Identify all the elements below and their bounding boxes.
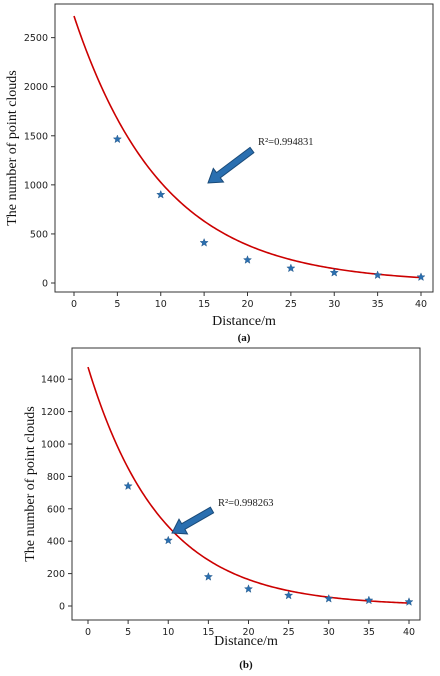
data-point [404,597,414,606]
x-axis-label: Distance/m [212,314,276,329]
data-point [242,255,253,264]
y-tick-label: 600 [47,504,65,515]
x-tick-label: 25 [283,627,295,638]
x-tick-label: 20 [241,299,253,310]
x-tick-label: 40 [403,627,415,638]
data-point [199,238,209,247]
data-point [112,134,122,144]
data-point [286,263,296,273]
chart-panel-a: 0 5 10 15 20 25 30 35 40 0 500 1000 1500 2000 2500 R²=0… [5,3,434,344]
fit-curve [73,15,422,279]
x-tick-label: 25 [285,299,297,310]
x-tick-label: 35 [363,627,375,638]
data-point [324,593,334,603]
y-tick-label: 200 [47,569,65,580]
annotation-arrow [171,506,215,535]
plot-frame [54,3,434,293]
r-squared-annotation: R²=0.994831 [258,137,313,148]
data-point [364,595,374,605]
x-tick-label: 0 [71,299,77,310]
y-tick-label: 2500 [24,33,48,44]
annotation-arrow [207,146,255,184]
x-tick-label: 0 [85,627,91,638]
y-tick-label: 1500 [24,131,48,142]
data-point [416,272,426,281]
x-tick-label: 10 [162,627,174,638]
x-tick-label: 35 [372,299,384,310]
x-tick-label: 30 [328,299,340,310]
y-tick-label: 1400 [41,375,65,386]
x-tick-label: 5 [125,627,131,638]
x-tick-label: 5 [114,299,120,310]
data-point [163,535,173,545]
data-point [123,481,133,490]
plot-frame [71,347,421,621]
x-tick-label: 15 [198,299,210,310]
data-point [373,270,383,280]
y-tick-label: 500 [30,229,48,240]
x-tick-label: 20 [242,627,254,638]
data-point [203,572,213,581]
y-tick-label: 1000 [24,180,48,191]
y-axis-label: The number of point clouds [5,70,20,226]
data-point [243,584,254,593]
r-squared-annotation: R²=0.998263 [218,498,273,509]
y-tick-label: 1200 [41,407,65,418]
y-tick-label: 0 [42,279,48,290]
x-tick-label: 30 [323,627,335,638]
data-point [329,267,339,277]
data-point [156,189,166,199]
y-tick-label: 2000 [24,82,48,93]
panel-label: (a) [238,332,251,344]
x-tick-label: 15 [202,627,214,638]
y-tick-label: 400 [47,537,65,548]
chart-panel-b: 0 5 10 15 20 25 30 35 40020040060080010001200140… [23,347,421,671]
x-tick-label: 10 [155,299,167,310]
x-axis-label: Distance/m [214,634,278,649]
fit-curve [87,366,410,604]
y-tick-label: 800 [47,472,65,483]
x-tick-label: 40 [415,299,427,310]
data-point [284,590,294,600]
y-tick-label: 1000 [41,440,65,451]
y-tick-label: 0 [59,602,65,613]
y-axis-label: The number of point clouds [23,406,38,562]
panel-label: (b) [239,659,253,671]
